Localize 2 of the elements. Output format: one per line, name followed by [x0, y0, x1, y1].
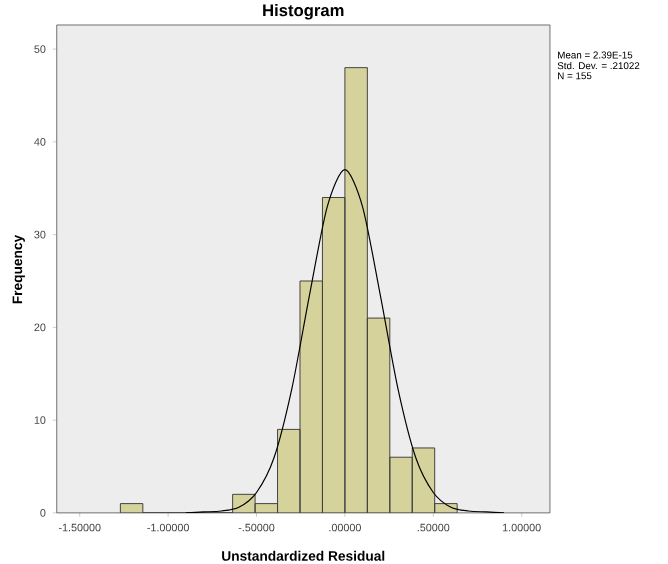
chart-title: Histogram — [263, 3, 344, 20]
line-series — [185, 168, 505, 513]
